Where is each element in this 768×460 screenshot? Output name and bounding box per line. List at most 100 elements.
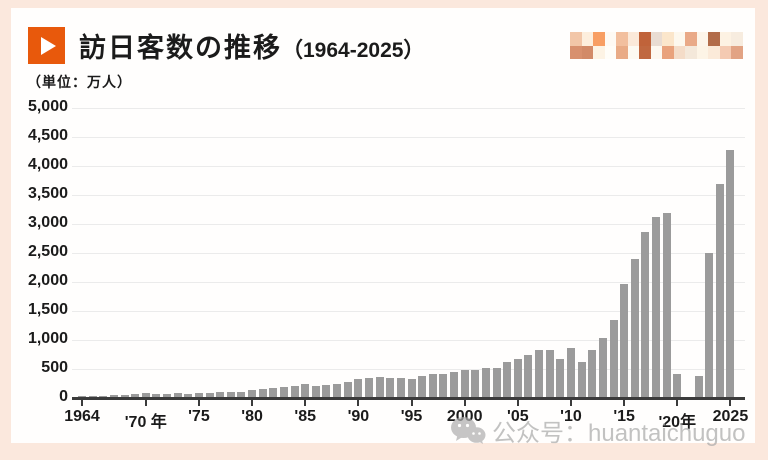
bar-1973 — [173, 393, 182, 398]
mosaic-cell — [673, 32, 685, 46]
gridline — [72, 107, 745, 109]
mosaic-cell — [604, 32, 616, 46]
play-triangle-glyph — [41, 36, 56, 55]
bar-1974 — [184, 393, 193, 398]
bar-2000 — [460, 370, 469, 398]
bar-2010 — [566, 348, 575, 398]
y-axis-tick-label: 4,500 — [27, 127, 68, 144]
bar-1992 — [375, 377, 384, 398]
x-axis-tick-label: '15 — [613, 408, 635, 425]
x-axis-tick — [357, 399, 360, 406]
mosaic-cell — [673, 45, 685, 59]
bar-1981 — [258, 388, 267, 398]
bar-2001 — [471, 370, 480, 398]
bar-1991 — [365, 377, 373, 398]
bar-2006 — [524, 355, 533, 398]
x-axis-tick-label: '80 — [241, 408, 263, 425]
bar-1988 — [333, 384, 342, 398]
mosaic-cell — [708, 45, 720, 59]
mosaic-cell — [662, 32, 674, 46]
bar-2013 — [598, 337, 607, 398]
bar-2007 — [535, 349, 544, 398]
bar-2009 — [556, 358, 565, 398]
mosaic-cell — [639, 45, 651, 59]
wechat-icon — [451, 416, 486, 444]
bar-1984 — [290, 385, 299, 398]
bar-1968 — [120, 394, 129, 398]
page-title: 訪日客数の推移（1964-2025） — [79, 26, 424, 65]
y-axis-tick-label: 500 — [41, 359, 68, 376]
x-axis-tick-label: '95 — [400, 408, 423, 425]
x-axis-line — [72, 397, 745, 400]
mosaic-cell — [593, 32, 605, 46]
bar-2018 — [652, 217, 661, 398]
x-axis-tick — [144, 399, 147, 406]
mosaic-cell — [650, 32, 662, 46]
y-axis-tick-label: 3,500 — [27, 185, 68, 202]
bar-2011 — [577, 361, 586, 398]
x-axis-tick — [251, 399, 254, 406]
mosaic-cell — [696, 45, 708, 59]
x-axis-tick — [516, 399, 519, 406]
gridline — [72, 252, 745, 254]
bar-1999 — [450, 372, 459, 398]
mosaic-cell — [581, 32, 593, 46]
mosaic-cell — [696, 32, 708, 46]
watermark: 公众号：huantaichuguo — [450, 413, 745, 448]
gridline — [72, 281, 745, 283]
y-axis-tick-label: 2,000 — [27, 272, 68, 289]
bar-1989 — [343, 381, 352, 398]
title-year-range: （1964-2025） — [282, 39, 425, 62]
bar-1993 — [386, 378, 395, 398]
mosaic-cell — [719, 32, 731, 46]
bar-1969 — [131, 394, 140, 398]
bar-1975 — [194, 393, 203, 398]
mosaic-cell — [650, 45, 662, 59]
bar-1965 — [88, 395, 97, 398]
bar-1970 — [141, 393, 150, 398]
x-axis-tick — [729, 399, 732, 406]
bar-1985 — [301, 384, 310, 398]
gridline — [72, 223, 745, 225]
mosaic-cell — [593, 45, 605, 59]
pixelated-watermark — [570, 32, 743, 59]
mosaic-cell — [731, 45, 743, 59]
bar-1987 — [322, 385, 331, 398]
x-axis-tick-label: '85 — [294, 408, 317, 425]
bar-1997 — [428, 373, 437, 398]
mosaic-cell — [662, 45, 674, 59]
unit-label: （単位：万人） — [27, 74, 132, 90]
x-axis-tick — [81, 399, 83, 406]
bar-2003 — [492, 367, 501, 398]
x-axis-tick — [463, 399, 466, 406]
y-axis-tick-label: 1,000 — [27, 330, 68, 347]
x-axis-tick-label: 1964 — [64, 408, 100, 425]
x-axis-tick-label: '20年 — [658, 414, 697, 431]
mosaic-cell — [616, 32, 628, 46]
mosaic-cell — [685, 32, 697, 46]
bar-1980 — [248, 390, 257, 398]
mosaic-cell — [616, 45, 628, 59]
x-axis-tick — [623, 399, 626, 406]
y-axis-tick-label: 5,000 — [27, 98, 68, 115]
bar-2015 — [620, 283, 629, 398]
bar-2012 — [588, 349, 597, 398]
mosaic-cell — [581, 45, 593, 59]
bar-2014 — [609, 320, 618, 398]
y-axis-tick-label: 3,000 — [27, 214, 68, 231]
bar-2016 — [630, 258, 639, 398]
mosaic-cell — [570, 32, 582, 46]
x-axis-tick-label: '05 — [507, 408, 529, 425]
gridline — [72, 368, 745, 370]
x-axis-tick — [569, 399, 572, 406]
x-axis-tick-label: '70 年 — [124, 414, 167, 431]
mosaic-cell — [627, 45, 639, 59]
bar-1971 — [152, 394, 161, 398]
bar-1990 — [354, 379, 363, 398]
gridline — [72, 165, 745, 167]
mosaic-cell — [627, 32, 639, 46]
mosaic-cell — [719, 45, 731, 59]
bar-1983 — [279, 386, 288, 398]
gridline — [72, 310, 745, 312]
